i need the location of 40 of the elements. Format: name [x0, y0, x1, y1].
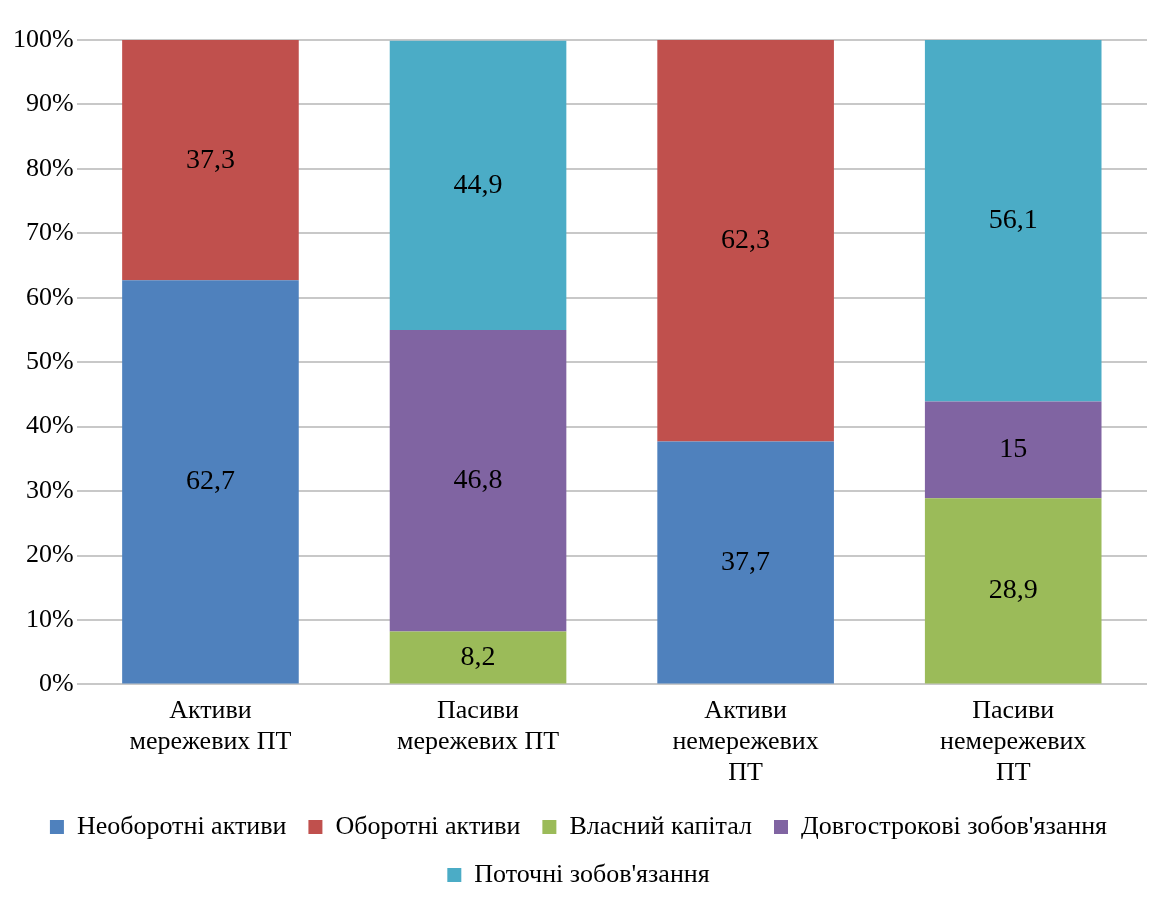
- y-tick-label: 40%: [25, 410, 74, 440]
- data-label: 37,3: [185, 142, 235, 174]
- data-label: 46,8: [453, 463, 503, 495]
- data-label: 62,7: [185, 464, 235, 496]
- legend-label: Поточні зобов'язання: [474, 858, 710, 888]
- bar: [657, 40, 834, 442]
- bar: [122, 40, 299, 281]
- data-label: 8,2: [460, 639, 496, 671]
- x-tick-label: Пасиви немережевих ПТ: [940, 694, 1087, 787]
- x-tick-label: Активи мережевих ПТ: [129, 694, 292, 756]
- bar: [657, 441, 834, 684]
- legend-label: Власний капітал: [569, 810, 753, 840]
- data-label: 44,9: [453, 167, 503, 199]
- y-tick-label: 10%: [25, 603, 74, 633]
- bar: [924, 401, 1102, 499]
- bar: [389, 631, 567, 684]
- legend-label: Оборотні активи: [335, 810, 521, 840]
- data-label: 15: [999, 432, 1028, 464]
- y-tick-label: 100%: [12, 23, 74, 53]
- x-tick-label: Активи немережевих ПТ: [672, 694, 819, 787]
- data-label: 37,7: [721, 544, 771, 576]
- bar: [122, 280, 299, 684]
- y-tick-label: 30%: [25, 474, 74, 504]
- y-tick-label: 0%: [38, 668, 74, 698]
- legend-label: Довгострокові зобов'язання: [801, 810, 1108, 840]
- bar: [924, 40, 1102, 402]
- y-tick-label: 50%: [25, 346, 74, 376]
- y-tick-label: 20%: [25, 539, 74, 569]
- data-label: 62,3: [721, 223, 771, 255]
- y-tick-label: 60%: [25, 281, 74, 311]
- data-label: 28,9: [988, 573, 1038, 605]
- legend-label: Необоротні активи: [76, 810, 287, 840]
- data-label: 56,1: [988, 203, 1038, 235]
- x-tick-label: Пасиви мережевих ПТ: [397, 694, 560, 756]
- bar: [924, 498, 1102, 684]
- y-tick-label: 70%: [25, 217, 74, 247]
- y-tick-label: 80%: [25, 152, 74, 182]
- y-tick-label: 90%: [25, 88, 74, 118]
- bar: [389, 329, 567, 632]
- bar: [389, 40, 567, 330]
